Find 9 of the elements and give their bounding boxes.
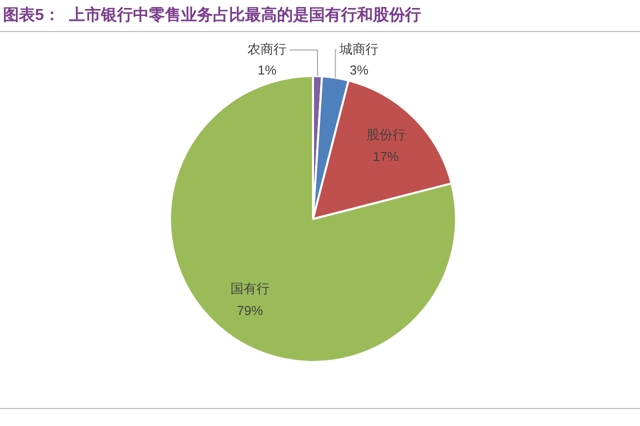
data-label: 1% xyxy=(258,62,277,78)
slice-label: 股份行 xyxy=(366,126,406,142)
chart-title: 图表5： 上市银行中零售业务占比最高的是国有行和股份行 xyxy=(3,6,421,26)
data-label: 79% xyxy=(236,302,264,318)
data-label: 3% xyxy=(350,62,369,78)
data-label: 17% xyxy=(372,148,400,164)
slice-label: 城商行 xyxy=(338,42,378,57)
slice-label: 国有行 xyxy=(230,280,270,296)
slice-label: 农商行 xyxy=(248,42,286,57)
